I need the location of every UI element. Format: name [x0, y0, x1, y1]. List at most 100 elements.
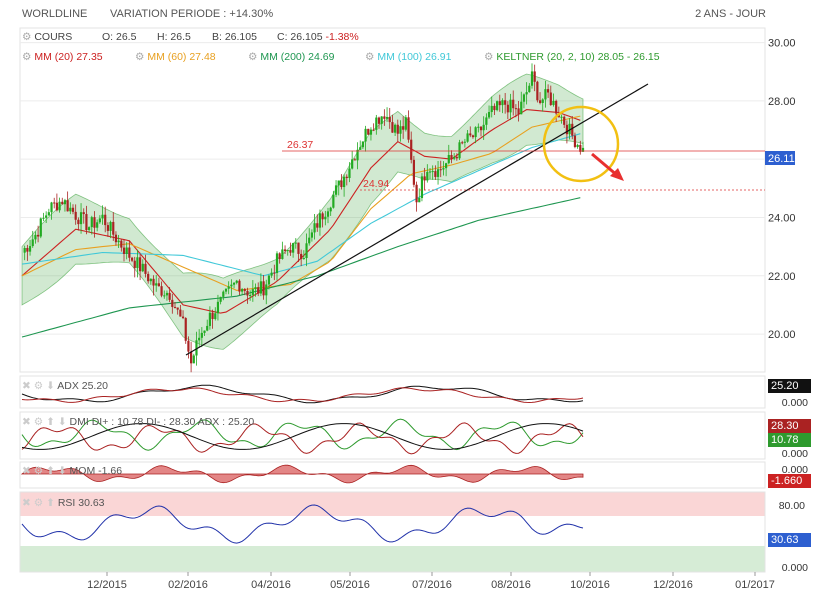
candle-body: [278, 253, 281, 260]
candle-body: [273, 272, 276, 274]
candle-body: [232, 282, 236, 285]
candle-body: [195, 340, 198, 356]
candle-body: [45, 215, 48, 218]
candle-body: [71, 207, 75, 212]
down-arrow-icon[interactable]: ⬇: [57, 416, 67, 428]
candle-body: [200, 332, 203, 338]
candle-body: [426, 171, 429, 181]
candle-body: [82, 212, 85, 215]
candle-body: [461, 142, 464, 144]
candle-body: [96, 222, 99, 228]
candle-body: [316, 223, 319, 228]
candle-body: [139, 257, 142, 272]
candle-body: [98, 218, 101, 223]
gear-icon[interactable]: ⚙: [365, 51, 375, 63]
x-tick-label: 02/2016: [168, 579, 208, 591]
gear-icon[interactable]: ⚙: [135, 51, 145, 63]
rsi-pane-frame: [19, 491, 766, 573]
candle-body: [369, 129, 373, 135]
dmi-adx-line: [21, 423, 584, 450]
x-tick-label: 04/2016: [251, 579, 291, 591]
candle-body: [565, 124, 568, 135]
candle-body: [431, 171, 434, 173]
candle-body: [407, 117, 410, 140]
candle-body: [69, 207, 72, 212]
gear-icon[interactable]: ⚙: [248, 51, 258, 63]
close-icon[interactable]: ✖: [22, 380, 31, 392]
candle-body: [530, 71, 534, 86]
candle-body: [560, 116, 563, 118]
candle-body: [104, 214, 107, 226]
close-icon[interactable]: ✖: [22, 497, 31, 509]
candle-body: [313, 223, 316, 233]
candle-body: [361, 141, 364, 148]
candle-body: [302, 258, 305, 260]
candle-body: [173, 306, 177, 308]
gear-icon[interactable]: ⚙: [22, 31, 32, 43]
candle-body: [477, 126, 480, 128]
candle-body: [359, 147, 362, 150]
x-tick-label: 10/2016: [570, 579, 610, 591]
candle-body: [114, 234, 118, 243]
candle-body: [375, 117, 378, 130]
candle-body: [192, 355, 195, 364]
candle-body: [165, 292, 169, 296]
candle-body: [348, 168, 351, 179]
candle-body: [528, 85, 531, 93]
candle-body: [501, 100, 504, 106]
gear-icon[interactable]: ⚙: [33, 497, 44, 509]
gear-icon[interactable]: ⚙: [484, 51, 494, 63]
gear-icon[interactable]: ⚙: [33, 465, 44, 477]
candle-body: [428, 171, 432, 173]
rsi-label: RSI 30.63: [57, 497, 105, 509]
candle-body: [345, 176, 348, 179]
up-arrow-icon[interactable]: ⬆: [46, 416, 55, 428]
last-price-tag: [765, 151, 795, 165]
mom-zero-tick: 0.000: [781, 464, 808, 476]
candle-body: [130, 257, 134, 261]
gear-icon[interactable]: ⚙: [22, 51, 32, 63]
candle-body: [536, 81, 539, 101]
up-arrow-icon[interactable]: ⬆: [46, 497, 55, 509]
candle-body: [305, 243, 308, 259]
candle-body: [404, 117, 407, 130]
up-arrow-icon[interactable]: ⬆: [46, 465, 55, 477]
candle-body: [267, 275, 271, 285]
down-arrow-icon[interactable]: ⬇: [46, 380, 55, 392]
candle-body: [482, 124, 485, 131]
close-icon[interactable]: ✖: [22, 416, 31, 428]
candle-body: [308, 237, 311, 244]
candle-body: [377, 117, 381, 124]
candle-body: [85, 214, 88, 230]
candle-body: [340, 180, 343, 188]
candle-body: [324, 216, 327, 220]
candle-body: [238, 280, 241, 292]
candle-body: [522, 94, 526, 102]
candle-body: [90, 217, 93, 228]
arrow-head: [610, 168, 624, 181]
candle-body: [555, 100, 558, 114]
candle-body: [525, 92, 528, 95]
candle-body: [579, 144, 582, 152]
candle-body: [216, 301, 220, 314]
candle-body: [230, 284, 233, 287]
candle-body: [28, 246, 32, 252]
adx-line: [21, 384, 584, 404]
candle-body: [112, 221, 115, 235]
down-arrow-icon[interactable]: ⬇: [57, 465, 67, 477]
candle-body: [458, 142, 461, 159]
adx-last-value: 25.20: [768, 379, 811, 393]
gear-icon[interactable]: ⚙: [33, 380, 44, 392]
candle-body: [469, 133, 472, 136]
dmi-label: DMI DI+ : 10.78 DI- : 28.30 ADX : 25.20: [69, 416, 255, 428]
keltner-band: [21, 73, 584, 350]
x-tick-label: 05/2016: [330, 579, 370, 591]
rsi-last-value: 30.63: [768, 533, 811, 547]
period-selector[interactable]: 2 ANS - JOUR: [695, 8, 766, 20]
candle-body: [455, 156, 458, 159]
mm200-legend: MM (200) 24.69: [260, 51, 335, 63]
candle-body: [479, 126, 483, 131]
gear-icon[interactable]: ⚙: [33, 416, 44, 428]
close-icon[interactable]: ✖: [22, 465, 31, 477]
